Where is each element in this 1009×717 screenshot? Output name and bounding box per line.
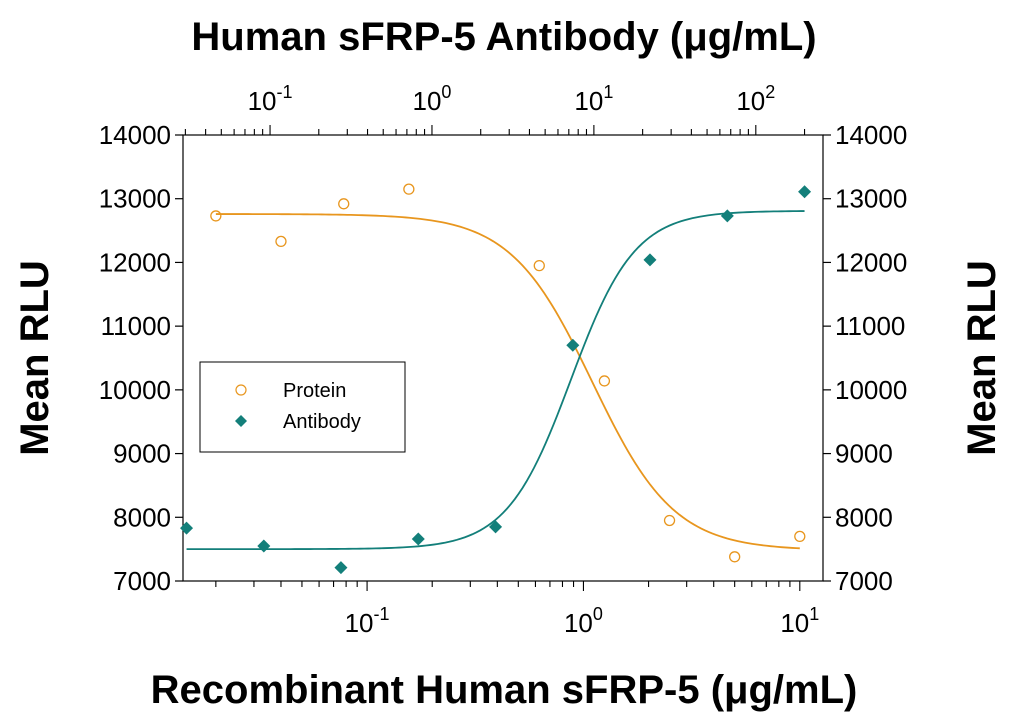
y-right-tick-label: 8000 [835,502,893,532]
x-axis-label: Recombinant Human sFRP-5 (μg/mL) [151,668,858,712]
protein-point [794,530,806,543]
left-axis-ticks: 7000 8000 9000 10000 11000 12000 13000 14000 [99,120,183,596]
y-left-tick-label: 9000 [113,439,171,469]
chart-title: Human sFRP-5 Antibody (μg/mL) [191,15,816,59]
protein-point [275,235,287,248]
antibody-point [566,338,580,352]
antibody-point [180,521,194,535]
protein-point [338,198,350,210]
y-left-tick-label: 11000 [101,311,171,341]
antibody-point [720,209,734,223]
y-right-tick-label: 7000 [835,566,893,596]
y-right-tick-label: 10000 [835,375,907,405]
antibody-point [257,539,271,553]
y-right-tick-label: 11000 [835,311,905,341]
plot-frame [182,134,824,582]
antibody-point [798,185,812,199]
right-axis-ticks: 7000 8000 9000 10000 11000 12000 13000 14000 [823,120,907,596]
y-right-tick-label: 12000 [835,247,907,277]
legend-box [199,361,406,453]
x-top-tick-label: 10-1 [248,82,293,116]
x-top-tick-label: 101 [574,82,613,116]
x-bottom-tick-label: 101 [780,604,819,638]
protein-fit-curve [215,213,800,550]
y-axis-label-right: Mean RLU [960,260,1004,456]
protein-point [403,183,415,195]
legend: Protein Antibody [199,361,406,453]
data-points [180,183,812,575]
y-left-tick-label: 7000 [113,566,171,596]
antibody-fit-curve [186,210,805,551]
y-axis-label-left: Mean RLU [13,260,57,456]
antibody-point [643,253,657,267]
y-right-tick-label: 13000 [835,184,907,214]
fit-curves [186,210,805,551]
antibody-point [489,520,503,534]
protein-point [663,514,676,527]
y-left-tick-label: 12000 [99,247,171,277]
y-left-tick-label: 8000 [113,502,171,532]
protein-point [533,259,545,272]
y-right-tick-label: 9000 [835,439,893,469]
x-bottom-tick-label: 100 [564,604,603,638]
legend-protein-marker [235,384,247,396]
y-left-tick-label: 14000 [99,120,171,150]
y-left-tick-label: 10000 [99,375,171,405]
x-top-tick-label: 102 [736,82,775,116]
legend-protein-label: Protein [283,380,346,402]
top-axis-ticks: 10-1 100 101 102 [184,82,806,135]
antibody-point [411,532,425,546]
protein-point [729,551,741,563]
y-right-tick-label: 14000 [835,120,907,150]
x-bottom-tick-label: 10-1 [345,604,390,638]
y-left-tick-label: 13000 [99,184,171,214]
protein-point [598,375,611,387]
x-top-tick-label: 100 [412,82,451,116]
protein-point [210,210,222,222]
bottom-axis-ticks: 10-1 100 101 [215,581,819,638]
antibody-point [334,561,348,575]
legend-antibody-label: Antibody [283,411,361,433]
legend-antibody-marker [235,415,247,427]
